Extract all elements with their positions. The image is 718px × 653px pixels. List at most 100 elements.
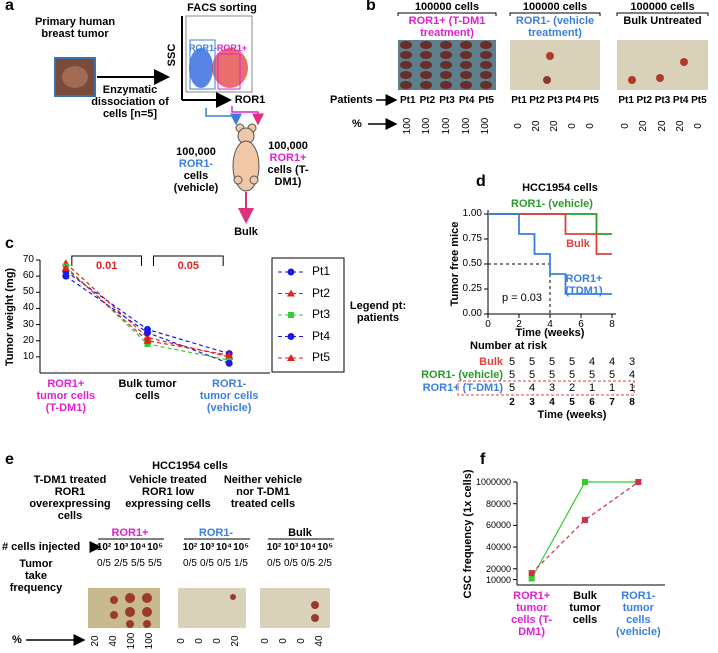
label: FACS sorting [187,2,257,14]
at-risk-count: 5 [568,356,576,368]
patient-label: Pt4 [565,95,581,106]
percent: 0 [567,123,578,129]
take-frequency: 0/5 [183,558,197,569]
at-risk-count: 5 [508,382,516,394]
label: ROR1+ (T-DM1 treatment) [408,15,486,39]
dose-label: 10⁵ [233,542,249,553]
highlight-box [457,380,635,396]
y-tick-label: 40000 [485,542,511,553]
label: Bulk [288,527,312,539]
label: Number at risk [470,340,548,352]
y-tick-label: 20 [22,334,34,346]
x-tick-label: 2 [516,319,522,330]
x-tick-label: 0 [485,319,491,330]
y-tick-label: 10 [22,350,34,362]
percent: 100 [401,117,413,135]
survival-curve [488,213,612,255]
patient-label: Pt5 [583,95,599,106]
tumor [400,51,412,59]
label: Patients [330,94,373,106]
dose-label: 10⁵ [317,542,333,553]
y-tick-label: 40 [22,302,34,314]
x-axis-label: Time (weeks) [515,327,585,339]
panel-label: e [5,451,14,468]
y-axis-label: CSC frequency (1x cells) [462,469,474,598]
percent: 0 [620,123,632,129]
patient-label: Pt4 [672,95,689,106]
tumor [480,61,492,69]
label: ROR1+ [111,527,149,539]
tumor [420,81,432,89]
percent: 0 [692,123,704,129]
label: Bulk Untreated [623,15,702,27]
tumor [460,41,472,49]
label: Time (weeks) [537,409,607,421]
y-tick-label: 0.25 [462,283,482,294]
at-risk-count: 3 [548,382,556,394]
tumor [400,71,412,79]
survival-curve [488,213,612,295]
row-label: ROR1- (vehicle) [421,369,503,381]
label: 100,000 [176,146,216,158]
at-risk-count: 1 [628,382,636,394]
label: % [352,118,362,130]
time-label: 4 [549,397,555,408]
time-label: 8 [629,397,635,408]
y-axis-label: Tumor free mice [449,221,461,307]
tumor [480,51,492,59]
y-tick-label: 30 [22,318,34,330]
patient-label: Pt2 [419,95,436,106]
panel-label: d [476,173,486,190]
percent: 0 [585,123,596,129]
tumor [400,61,412,69]
tumor [110,611,118,619]
x-tick-label: Bulk tumor cells [118,378,177,402]
patient-label: Pt1 [618,95,634,106]
take-frequency: 2/5 [318,558,332,569]
percent: 40 [108,635,119,647]
label: Bulk [234,226,258,238]
series-line [65,262,230,358]
facs-cloud [212,48,248,88]
label: % [12,634,22,646]
arrow [205,108,242,126]
percent: 0 [513,123,524,129]
tumor [400,81,412,89]
take-frequency: 5/5 [148,558,162,569]
tumor [546,52,554,60]
at-risk-count: 5 [548,369,556,381]
take-frequency: 2/5 [114,558,128,569]
percent: 40 [314,635,325,647]
facs-cloud [189,48,213,88]
series-line [531,481,639,579]
tumor [311,614,319,622]
label: Primary human breast tumor [34,16,116,40]
label: Tumor take frequency [9,558,63,594]
row-label: ROR1+ (T-DM1) [422,382,503,394]
point [635,479,642,485]
axis-label: ROR1 [234,94,266,106]
x-tick-label: 6 [578,319,584,330]
legend-label: Pt2 [312,285,331,300]
at-risk-count: 5 [508,356,516,368]
time-label: 2 [509,397,515,408]
point [287,268,295,276]
tumor [440,51,452,59]
take-frequency: 0/5 [267,558,281,569]
gate [189,39,216,90]
y-tick-label: 60 [22,270,34,282]
label: 100000 cells [630,1,695,13]
percent: 100 [126,632,137,650]
percent: 20 [674,120,686,132]
percent: 0 [212,638,223,644]
label: ROR1+ [269,152,307,164]
dose-label: 10³ [283,542,299,553]
tumor [460,61,472,69]
tumor [440,41,452,49]
label: ROR1+ [216,43,248,53]
point [144,340,151,347]
at-risk-count: 5 [608,369,616,381]
tumor [460,51,472,59]
p-value: p = 0.03 [501,292,543,304]
gate [217,53,241,90]
